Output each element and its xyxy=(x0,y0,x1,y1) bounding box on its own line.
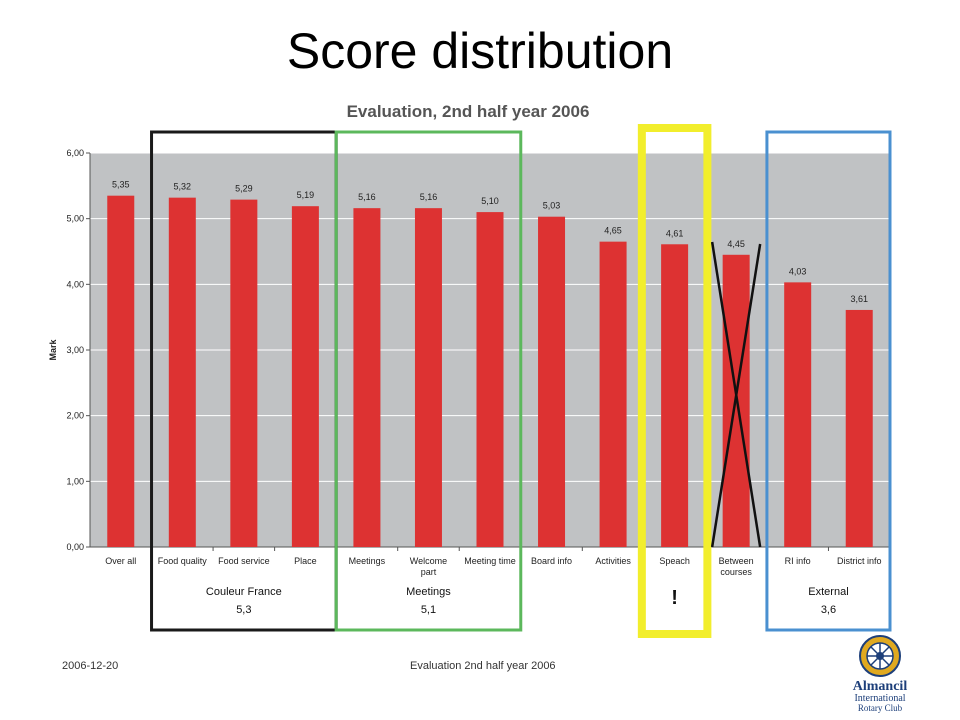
y-tick-label: 2,00 xyxy=(66,411,84,421)
value-label: 5,16 xyxy=(420,192,438,202)
category-label: Between xyxy=(719,556,754,566)
value-label: 5,19 xyxy=(297,190,315,200)
rotary-wheel-icon xyxy=(859,635,901,677)
value-label: 4,45 xyxy=(727,239,745,249)
value-label: 3,61 xyxy=(850,294,868,304)
value-label: 5,16 xyxy=(358,192,376,202)
bar xyxy=(661,244,689,547)
category-label: Place xyxy=(294,556,317,566)
bar xyxy=(230,199,258,547)
category-label: Welcome xyxy=(410,556,447,566)
bar xyxy=(599,241,627,547)
x-axis: Over all Food quality Food service Place Mee… xyxy=(105,547,891,577)
group-score: ! xyxy=(671,587,678,609)
bar xyxy=(784,282,812,547)
slide-title: Score distribution xyxy=(286,23,674,79)
group-score: 3,6 xyxy=(821,604,836,616)
bar xyxy=(845,309,873,547)
y-axis-label: Mark xyxy=(48,339,58,361)
value-labels: 5,35 5,32 5,29 5,19 5,16 5,16 5,10 5,03 4,65 4,61… xyxy=(112,180,868,304)
value-label: 4,03 xyxy=(789,266,807,276)
group-name: Couleur France xyxy=(206,586,282,598)
y-tick-label: 1,00 xyxy=(66,476,84,486)
y-tick-label: 5,00 xyxy=(66,214,84,224)
value-label: 5,32 xyxy=(174,182,192,192)
group-name: Meetings xyxy=(406,586,451,598)
bar xyxy=(538,216,566,548)
category-label: RI info xyxy=(785,556,811,566)
category-label: Board info xyxy=(531,556,572,566)
bar xyxy=(107,195,135,547)
logo-line2: International xyxy=(854,693,906,704)
bars xyxy=(107,195,873,548)
group-score: 5,3 xyxy=(236,604,251,616)
category-label: Food quality xyxy=(158,556,208,566)
value-label: 5,35 xyxy=(112,180,130,190)
group-box xyxy=(765,130,892,632)
logo-line3: Rotary Club xyxy=(857,703,903,713)
category-label: District info xyxy=(837,556,882,566)
bar xyxy=(168,197,196,548)
cross-line xyxy=(710,243,762,548)
value-label: 5,03 xyxy=(543,201,561,211)
category-label: courses xyxy=(720,567,752,577)
value-label: 5,10 xyxy=(481,196,499,206)
chart-title: Evaluation, 2nd half year 2006 xyxy=(347,102,590,121)
category-label: Activities xyxy=(595,556,631,566)
y-tick-label: 4,00 xyxy=(66,279,84,289)
category-label: Over all xyxy=(105,556,136,566)
value-label: 4,65 xyxy=(604,226,622,236)
value-label: 4,61 xyxy=(666,228,684,238)
group-score: 5,1 xyxy=(421,604,436,616)
category-label: Food service xyxy=(218,556,270,566)
bar xyxy=(414,208,442,547)
group-box xyxy=(637,124,712,638)
group-box xyxy=(334,130,523,632)
bar xyxy=(291,206,319,547)
category-label: Meetings xyxy=(349,556,386,566)
value-label: 5,29 xyxy=(235,184,253,194)
group-boxes: Couleur France 5,3 Meetings 5,1! External 3,6 xyxy=(150,124,892,638)
category-label: Meeting time xyxy=(464,556,516,566)
group-name: External xyxy=(808,586,848,598)
cross-out-mark xyxy=(710,241,762,548)
bar xyxy=(353,208,381,547)
category-label: Speach xyxy=(659,556,690,566)
bar xyxy=(476,212,504,547)
y-tick-label: 0,00 xyxy=(66,542,84,552)
rotary-logo: Almancil International Rotary Club xyxy=(834,632,926,714)
footer-caption: Evaluation 2nd half year 2006 xyxy=(410,660,556,672)
y-tick-label: 3,00 xyxy=(66,345,84,355)
logo-line1: Almancil xyxy=(852,679,908,694)
footer-date: 2006-12-20 xyxy=(62,660,119,672)
y-tick-label: 6,00 xyxy=(66,148,84,158)
category-label: part xyxy=(421,567,437,577)
